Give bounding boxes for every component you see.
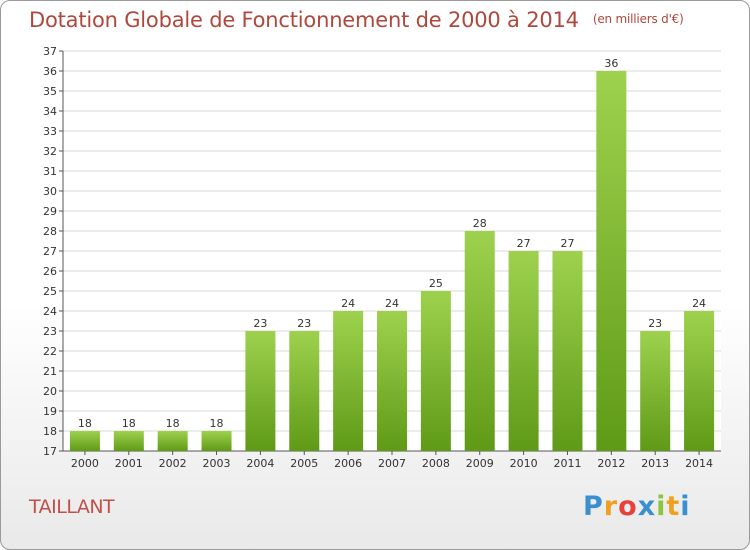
y-tick-label: 34: [43, 105, 57, 118]
y-tick-label: 28: [43, 225, 57, 238]
x-tick-label: 2007: [378, 457, 406, 470]
bar-2005: [289, 331, 320, 451]
chart-unit: (en milliers d'€): [592, 12, 684, 26]
logo-letter: P: [583, 491, 604, 522]
x-tick-label: 2012: [597, 457, 625, 470]
y-tick-label: 29: [43, 205, 57, 218]
bar-2012: [596, 71, 627, 451]
y-tick-label: 30: [43, 185, 57, 198]
data-label-2007: 24: [385, 297, 399, 310]
y-tick-label: 24: [43, 305, 57, 318]
y-tick-label: 37: [43, 45, 57, 58]
x-tick-label: 2008: [422, 457, 450, 470]
x-tick-label: 2005: [290, 457, 318, 470]
y-tick-label: 33: [43, 125, 57, 138]
logo-letter: t: [666, 491, 681, 522]
data-label-2005: 23: [297, 317, 311, 330]
y-tick-label: 19: [43, 405, 57, 418]
bar-2004: [245, 331, 276, 451]
x-tick-label: 2014: [685, 457, 713, 470]
y-tick-label: 35: [43, 85, 57, 98]
chart-title-text: Dotation Globale de Fonctionnement de 20…: [29, 8, 579, 32]
x-tick-label: 2001: [115, 457, 143, 470]
bar-2002: [157, 431, 188, 451]
x-tick-label: 2003: [203, 457, 231, 470]
y-tick-label: 17: [43, 445, 57, 458]
x-tick-label: 2009: [466, 457, 494, 470]
commune-name: TAILLANT: [29, 496, 115, 518]
data-label-2008: 25: [429, 277, 443, 290]
y-tick-label: 20: [43, 385, 57, 398]
chart-title: Dotation Globale de Fonctionnement de 20…: [29, 8, 684, 32]
logo-letter: i: [680, 491, 691, 522]
data-label-2003: 18: [210, 417, 224, 430]
x-tick-label: 2011: [553, 457, 581, 470]
data-label-2009: 28: [473, 217, 487, 230]
data-label-2012: 36: [604, 57, 618, 70]
bar-2003: [201, 431, 232, 451]
y-tick-label: 18: [43, 425, 57, 438]
y-tick-label: 27: [43, 245, 57, 258]
bar-2013: [640, 331, 671, 451]
y-tick-label: 21: [43, 365, 57, 378]
y-tick-label: 22: [43, 345, 57, 358]
y-tick-label: 25: [43, 285, 57, 298]
data-label-2013: 23: [648, 317, 662, 330]
bar-2009: [464, 231, 495, 451]
logo-letter: r: [603, 491, 619, 522]
logo-letter: x: [637, 491, 657, 522]
y-tick-label: 31: [43, 165, 57, 178]
data-label-2010: 27: [517, 237, 531, 250]
x-tick-label: 2004: [246, 457, 274, 470]
y-tick-label: 32: [43, 145, 57, 158]
x-tick-label: 2013: [641, 457, 669, 470]
data-label-2004: 23: [253, 317, 267, 330]
y-tick-label: 26: [43, 265, 57, 278]
bar-2014: [684, 311, 715, 451]
bar-2000: [69, 431, 100, 451]
x-tick-label: 2006: [334, 457, 362, 470]
bar-2011: [552, 251, 583, 451]
y-tick-label: 36: [43, 65, 57, 78]
bar-2010: [508, 251, 539, 451]
logo-letter: o: [618, 491, 638, 522]
data-label-2002: 18: [166, 417, 180, 430]
bar-2006: [333, 311, 364, 451]
data-label-2011: 27: [560, 237, 574, 250]
x-tick-label: 2000: [71, 457, 99, 470]
bar-2001: [113, 431, 144, 451]
bar-2008: [420, 291, 451, 451]
proxiti-logo: Proxiti: [583, 491, 691, 522]
y-tick-label: 23: [43, 325, 57, 338]
data-label-2006: 24: [341, 297, 355, 310]
bar-2007: [377, 311, 407, 451]
logo-letter: i: [656, 491, 667, 522]
x-tick-label: 2002: [159, 457, 187, 470]
data-label-2000: 18: [78, 417, 92, 430]
data-label-2001: 18: [122, 417, 136, 430]
x-tick-label: 2010: [510, 457, 538, 470]
data-label-2014: 24: [692, 297, 706, 310]
